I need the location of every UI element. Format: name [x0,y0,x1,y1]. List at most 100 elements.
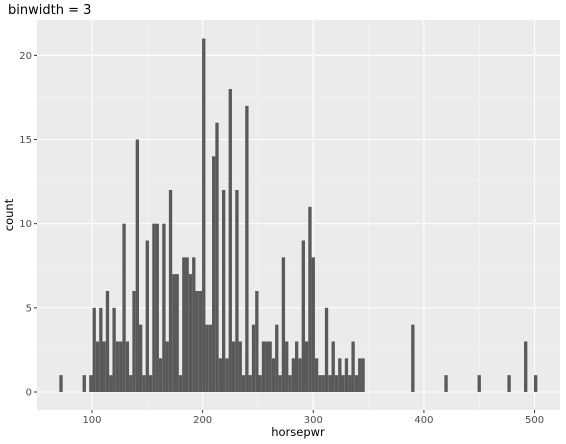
bar [145,240,149,392]
y-tick-label: 10 [19,219,32,230]
bar [112,307,116,392]
bar [155,223,159,392]
bar [148,375,153,392]
bar [122,223,126,392]
bar [265,341,269,392]
bar [95,341,100,392]
bar [311,257,315,392]
bar [152,223,156,392]
bar [142,375,146,392]
bar [348,375,352,392]
bar [192,257,196,392]
bar [225,358,229,392]
bar [195,290,199,392]
bar [351,341,355,392]
bar [301,240,305,392]
bar [185,257,189,392]
bar [354,375,359,392]
bar [288,375,292,392]
bar [235,190,239,392]
x-axis-label: horsepwr [271,425,325,439]
bar [162,223,166,392]
bar [251,324,256,392]
y-axis-label: count [2,198,16,231]
bar [202,38,206,392]
bar [105,290,110,392]
bar [285,341,289,392]
chart-title: binwidth = 3 [8,3,91,18]
bar [298,358,302,392]
bar [524,341,528,392]
bar [115,341,120,392]
bar [308,206,312,392]
bar [358,358,362,392]
bar [248,375,252,392]
bar [182,257,186,392]
bar [295,341,299,392]
bar [139,324,143,392]
bar [278,375,282,392]
bar [361,358,365,392]
bar [238,341,242,392]
bar [158,358,163,392]
bar [477,375,481,392]
x-tick-label: 400 [414,415,433,426]
bar [341,375,345,392]
bar [132,290,136,392]
bar [258,375,262,392]
bar [324,307,329,392]
bar [82,375,86,392]
bar [221,190,226,392]
x-tick-label: 200 [193,415,212,426]
bar [261,341,266,392]
bar [172,274,176,392]
bar [89,375,93,392]
x-tick-label: 100 [82,415,101,426]
bar [231,341,236,392]
bar [411,324,415,392]
y-tick-label: 5 [26,303,32,314]
y-tick-label: 15 [19,135,32,146]
y-tick-label: 0 [26,387,32,398]
bar [268,341,272,392]
bar [275,324,279,392]
bar [321,375,325,392]
bar [245,105,249,392]
bar [188,274,193,392]
bar [338,358,342,392]
bar [178,375,183,392]
bar [328,375,332,392]
bar [59,375,63,392]
bar [208,324,213,392]
bar [218,358,222,392]
bar [241,375,246,392]
bar [175,274,179,392]
bar [304,341,309,392]
bar [99,307,103,392]
bar [165,341,169,392]
bar [318,375,322,392]
bar [255,290,259,392]
bar [205,324,209,392]
x-tick-label: 300 [304,415,323,426]
bar [135,139,140,392]
bar [102,341,106,392]
bar [331,341,335,392]
y-tick-label: 20 [19,51,32,62]
bar [215,122,219,392]
bar [291,358,296,392]
bar [533,375,538,392]
bar [125,341,130,392]
bar [212,156,216,392]
bar [109,375,113,392]
bar [129,375,133,392]
bar [344,358,349,392]
bar [334,375,339,392]
bar [228,89,232,392]
bar [198,290,203,392]
bar [444,375,448,392]
bar [92,307,96,392]
bar [314,358,319,392]
x-tick-label: 500 [525,415,544,426]
